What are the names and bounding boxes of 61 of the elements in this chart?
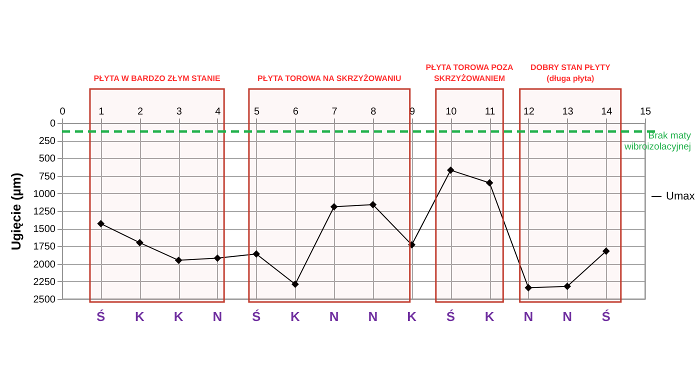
- point: [446, 166, 454, 174]
- text: Ś: [602, 309, 611, 324]
- point: [486, 179, 494, 187]
- band-label: DOBRY STAN PŁYTY (długa płyta): [530, 63, 611, 83]
- x-tick-label: 3: [176, 106, 182, 118]
- x-tick-label: 13: [562, 106, 574, 118]
- x-tick-label: 0: [60, 106, 66, 118]
- text: Ś: [96, 309, 106, 324]
- x-tick-label: 4: [215, 106, 222, 118]
- text: K: [407, 309, 418, 324]
- point: [524, 284, 532, 292]
- text: N: [562, 309, 572, 324]
- ref-line-label: Brak maty wibroizolacyjnej: [623, 130, 692, 152]
- y-tick-label: 2000: [33, 259, 56, 270]
- x-tick-label: 1: [98, 106, 105, 118]
- x-tick-label: 2: [137, 106, 144, 118]
- x-tick-label: 8: [370, 106, 377, 118]
- text: K: [174, 309, 184, 324]
- text: N: [212, 309, 222, 324]
- point: [369, 200, 377, 208]
- x-tick-label: 7: [332, 106, 338, 118]
- point: [330, 203, 338, 210]
- x-tick-label: 5: [254, 106, 260, 118]
- y-axis-title: Ugięcie (µm): [8, 172, 24, 250]
- y-tick-label: 1500: [33, 224, 56, 236]
- text: K: [135, 309, 146, 324]
- text: Ś: [252, 309, 261, 324]
- point: [252, 250, 260, 258]
- point: [97, 220, 105, 228]
- text: Ś: [446, 309, 456, 324]
- x-tick-label: 10: [446, 106, 458, 118]
- y-tick-label: 1750: [33, 242, 56, 253]
- point: [291, 280, 299, 288]
- text: K: [290, 309, 301, 324]
- point: [214, 254, 222, 262]
- text: N: [524, 309, 534, 324]
- x-tick-label: 6: [292, 106, 299, 118]
- text: N: [368, 309, 378, 324]
- y-tick-label: 1000: [33, 188, 56, 200]
- y-tick-label: 1250: [33, 206, 56, 218]
- text: N: [329, 309, 339, 324]
- band-label: PŁYTA W BARDZO ZŁYM STANIE: [94, 74, 221, 83]
- point: [174, 256, 182, 264]
- y-tick-label: 0: [50, 118, 56, 130]
- point: [602, 247, 610, 255]
- y-tick-label: 2500: [33, 294, 56, 306]
- x-tick-label: 12: [523, 106, 535, 118]
- y-tick-label: 250: [38, 136, 56, 148]
- point: [408, 241, 416, 248]
- x-tick-label: 11: [484, 106, 496, 118]
- text: K: [484, 309, 495, 324]
- point: [136, 238, 144, 246]
- y-tick-label: 500: [38, 154, 56, 165]
- y-tick-label: 2250: [33, 276, 56, 288]
- x-tick-label: 15: [640, 106, 652, 118]
- y-tick-label: 750: [38, 171, 56, 182]
- x-tick-label: 14: [601, 106, 613, 118]
- legend-label: Umax: [666, 190, 695, 202]
- point: [564, 282, 571, 290]
- band-label: PŁYTA TOROWA POZA SKRZYŻOWANIEM: [426, 63, 514, 83]
- band-label: PŁYTA TOROWA NA SKRZYŻOWANIU: [258, 74, 402, 83]
